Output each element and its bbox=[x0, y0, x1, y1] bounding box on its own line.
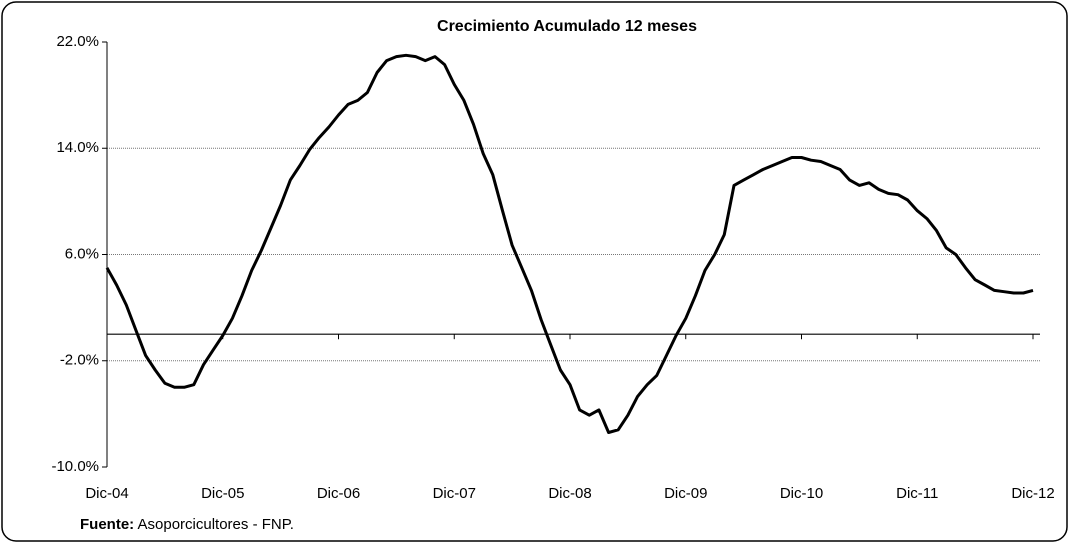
y-tick-label: 6.0% bbox=[65, 245, 99, 262]
y-tick-label: -2.0% bbox=[60, 352, 99, 369]
x-tick-label: Dic-11 bbox=[896, 485, 938, 502]
source: Fuente: Asoporcicultores - FNP. bbox=[80, 516, 294, 533]
x-tick-label: Dic-06 bbox=[317, 485, 360, 502]
y-tick-label: -10.0% bbox=[51, 458, 99, 475]
x-tick-label: Dic-05 bbox=[201, 485, 244, 502]
x-tick-label: Dic-12 bbox=[1011, 485, 1054, 502]
x-tick-label: Dic-04 bbox=[85, 485, 128, 502]
x-tick-label: Dic-09 bbox=[664, 485, 707, 502]
x-tick-label: Dic-07 bbox=[433, 485, 476, 502]
x-tick-label: Dic-10 bbox=[780, 485, 823, 502]
chart-title: Crecimiento Acumulado 12 meses bbox=[437, 18, 697, 35]
x-tick-label: Dic-08 bbox=[548, 485, 591, 502]
source-text: Asoporcicultores - FNP. bbox=[138, 516, 294, 533]
y-tick-label: 22.0% bbox=[56, 33, 99, 50]
data-line bbox=[105, 53, 1034, 434]
source-label: Fuente: bbox=[80, 516, 134, 533]
y-tick-label: 14.0% bbox=[56, 139, 99, 156]
